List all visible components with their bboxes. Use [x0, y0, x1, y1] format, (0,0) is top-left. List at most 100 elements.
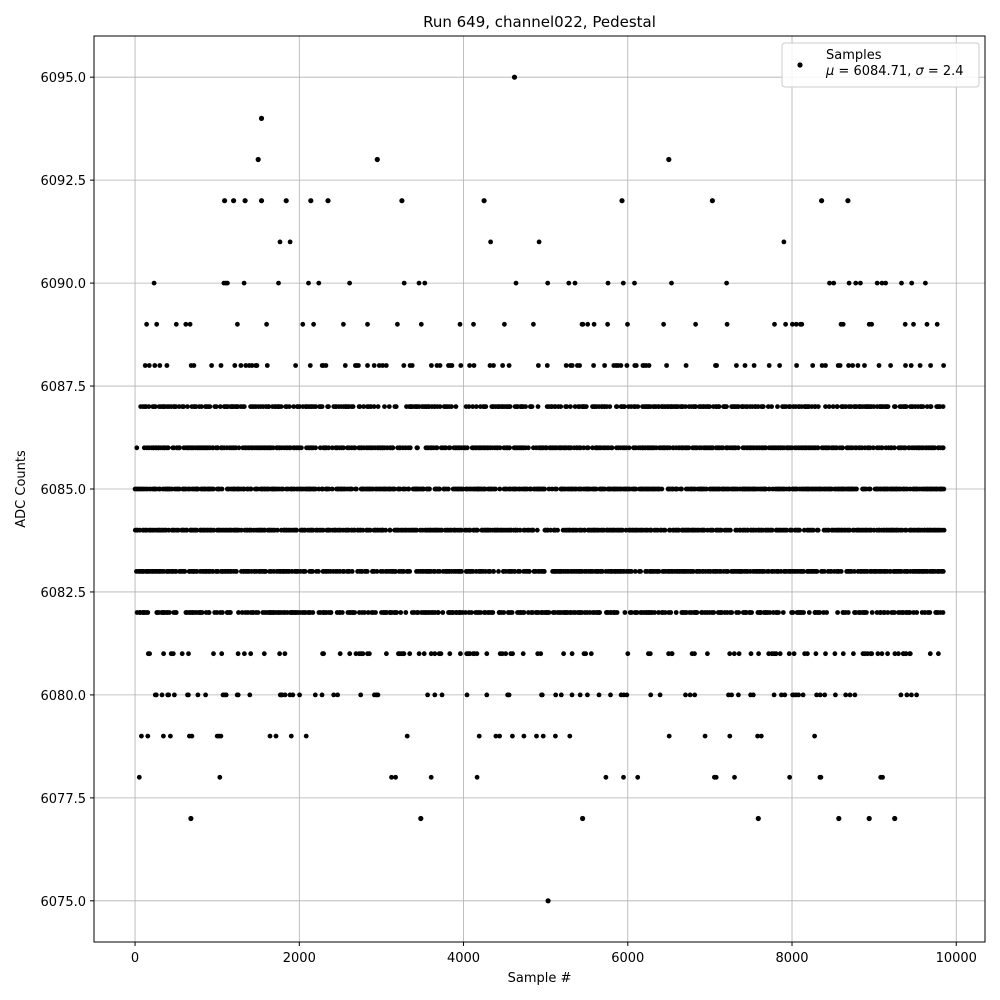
- data-point: [184, 527, 190, 533]
- data-point: [277, 651, 282, 657]
- data-point: [389, 774, 394, 780]
- data-point: [777, 363, 782, 368]
- data-point: [662, 527, 668, 533]
- data-point: [161, 733, 166, 739]
- data-point: [491, 569, 496, 574]
- data-point: [787, 774, 792, 780]
- data-point: [625, 651, 631, 657]
- legend-box: [781, 42, 980, 88]
- y-tick-label: 6090.0: [41, 277, 87, 292]
- data-point: [512, 569, 517, 574]
- data-point: [602, 363, 607, 368]
- data-point: [151, 280, 157, 286]
- data-point: [447, 445, 453, 451]
- data-point: [401, 651, 407, 657]
- data-point: [393, 774, 398, 780]
- data-point: [748, 651, 754, 657]
- data-point: [758, 610, 764, 615]
- data-point: [241, 404, 247, 409]
- data-point: [880, 774, 885, 780]
- data-point: [883, 280, 888, 286]
- data-point: [751, 363, 757, 368]
- data-point: [365, 321, 370, 327]
- data-point: [194, 569, 200, 574]
- data-point: [288, 733, 294, 739]
- data-point: [621, 774, 626, 780]
- data-point: [146, 404, 152, 409]
- data-point: [199, 610, 205, 615]
- data-point: [843, 692, 849, 698]
- data-point: [620, 280, 626, 286]
- data-point: [605, 280, 611, 286]
- data-point: [840, 651, 846, 657]
- data-point: [394, 610, 399, 615]
- data-point: [358, 692, 364, 698]
- data-point: [538, 651, 544, 657]
- data-point: [711, 610, 717, 615]
- outlier-point: [481, 198, 487, 204]
- data-point: [173, 569, 179, 574]
- data-point: [509, 610, 515, 615]
- data-point: [853, 280, 859, 286]
- outlier-point: [374, 156, 380, 163]
- data-point: [553, 733, 558, 739]
- data-point: [523, 404, 528, 409]
- data-point: [743, 610, 749, 615]
- data-point: [903, 651, 909, 657]
- data-point: [817, 610, 823, 615]
- data-point: [582, 527, 588, 533]
- data-point: [879, 445, 885, 451]
- data-point: [769, 527, 775, 533]
- data-point: [633, 363, 639, 368]
- data-point: [182, 569, 188, 574]
- data-point: [558, 404, 564, 409]
- data-point: [282, 692, 288, 698]
- data-point: [634, 610, 640, 615]
- data-point: [323, 363, 329, 368]
- data-point: [778, 569, 784, 574]
- data-point: [286, 404, 292, 409]
- data-point: [534, 733, 539, 739]
- data-point: [432, 651, 438, 657]
- data-point: [275, 527, 280, 533]
- data-point: [497, 486, 503, 492]
- data-point: [294, 527, 299, 533]
- data-point: [347, 280, 352, 286]
- data-point: [545, 280, 551, 286]
- data-point: [903, 527, 909, 533]
- data-point: [276, 280, 281, 286]
- data-point: [153, 692, 159, 698]
- data-point: [815, 445, 821, 451]
- data-point: [569, 692, 575, 698]
- data-point: [773, 651, 779, 657]
- data-point: [830, 404, 836, 409]
- data-point: [564, 404, 570, 409]
- data-point: [354, 486, 359, 492]
- data-point: [483, 404, 489, 409]
- data-point: [566, 280, 572, 286]
- legend-marker: [797, 62, 803, 68]
- data-point: [321, 651, 326, 657]
- data-point: [539, 692, 545, 698]
- data-point: [427, 486, 432, 492]
- data-point: [597, 610, 602, 615]
- data-point: [211, 651, 216, 657]
- data-point: [503, 651, 509, 657]
- data-point: [349, 486, 355, 492]
- data-point: [458, 363, 464, 368]
- legend: Samples μ = 6084.71, σ = 2.4: [781, 42, 980, 88]
- data-point: [248, 651, 254, 657]
- data-point: [213, 404, 219, 409]
- data-point: [487, 363, 493, 368]
- data-point: [407, 445, 413, 451]
- data-point: [749, 610, 754, 615]
- data-point: [796, 692, 801, 698]
- data-point: [834, 404, 840, 409]
- data-point: [686, 445, 692, 451]
- data-point: [583, 651, 589, 657]
- data-point: [854, 486, 859, 492]
- data-point: [786, 651, 792, 657]
- data-point: [466, 404, 472, 409]
- data-point: [871, 404, 877, 409]
- data-point: [415, 445, 420, 451]
